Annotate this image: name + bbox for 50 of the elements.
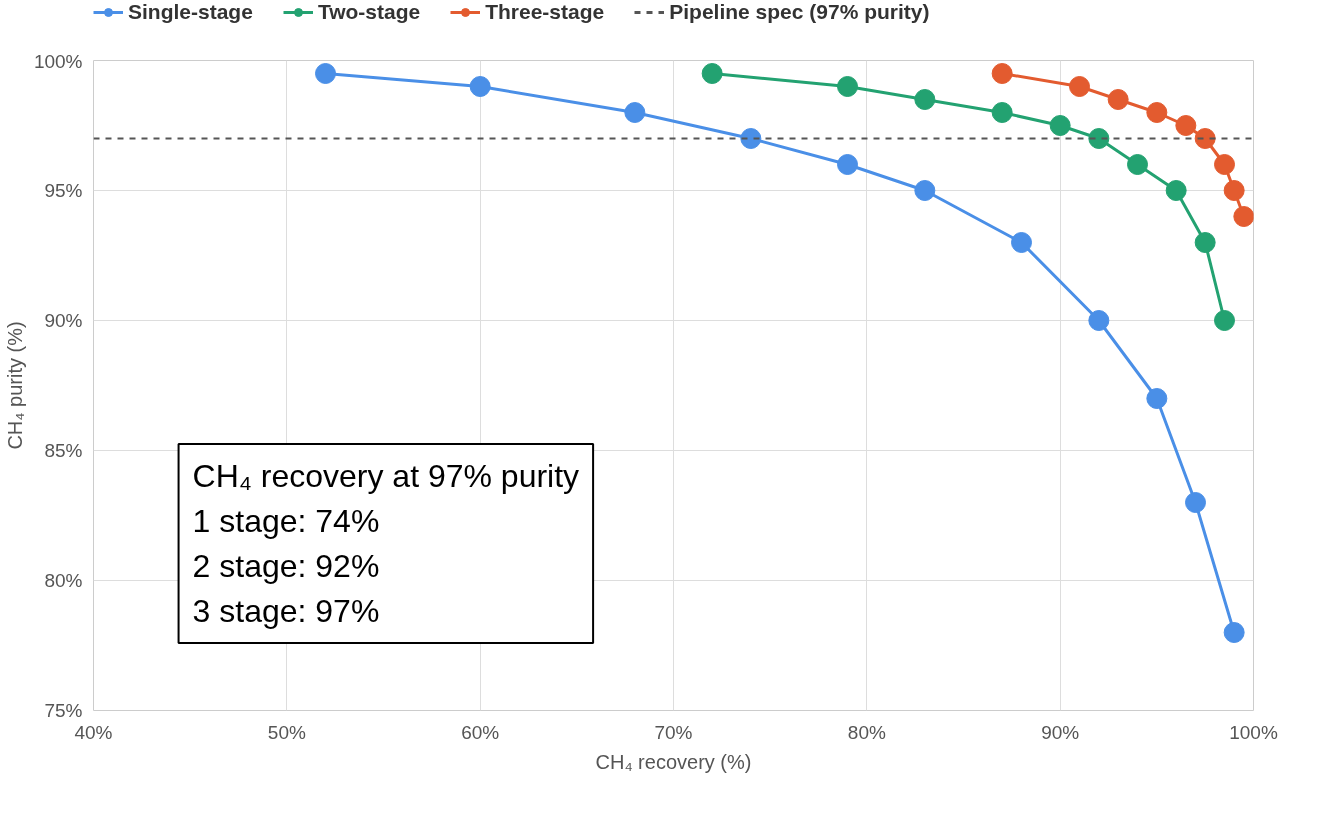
x-tick-label: 80%: [847, 721, 886, 743]
y-tick-label: 80%: [44, 570, 83, 591]
point: [1194, 232, 1216, 253]
point: [837, 76, 858, 97]
point: [1011, 232, 1032, 253]
x-tick-label: 90%: [1041, 721, 1080, 743]
y-tick-label: 100%: [33, 50, 83, 72]
point: [1127, 154, 1148, 175]
legend-label: Pipeline spec (97% purity): [669, 0, 930, 24]
point: [1088, 310, 1110, 331]
x-tick-label: 100%: [1229, 721, 1278, 743]
point: [1223, 622, 1245, 643]
x-tick-label: 40%: [74, 721, 113, 743]
legend-label: Two-stage: [317, 0, 421, 24]
y-axis-title: CH₄ purity (%): [3, 321, 26, 450]
point: [837, 154, 858, 175]
point: [1185, 492, 1206, 513]
y-tick-label: 90%: [44, 310, 83, 331]
point: [914, 89, 936, 110]
annotation: 3 stage: 97%: [192, 592, 380, 629]
point: [1214, 154, 1235, 175]
point: [624, 102, 646, 123]
point: [1049, 115, 1071, 136]
y-tick-label: 85%: [44, 440, 83, 461]
annotation: 1 stage: 74%: [192, 502, 380, 539]
point: [1175, 115, 1197, 136]
point: [1165, 180, 1187, 201]
point: [315, 63, 336, 84]
annotation: CH₄ recovery at 97% purity: [192, 457, 580, 494]
point: [469, 76, 491, 97]
x-tick-label: 70%: [654, 721, 693, 743]
x-axis-title: CH₄ recovery (%): [595, 750, 752, 773]
point: [1233, 206, 1254, 227]
point: [991, 63, 1013, 84]
y-tick-label: 95%: [44, 180, 83, 201]
legend-label: Three-stage: [485, 0, 605, 24]
point: [1146, 102, 1168, 123]
legend-label: Single-stage: [128, 0, 253, 24]
annotation: 2 stage: 92%: [192, 547, 380, 584]
point: [1223, 180, 1245, 201]
point: [701, 63, 723, 84]
point: [1146, 388, 1168, 409]
x-tick-label: 60%: [461, 721, 500, 743]
point: [991, 102, 1013, 123]
x-tick-label: 50%: [267, 721, 306, 743]
y-tick-label: 75%: [44, 700, 83, 721]
point: [1214, 310, 1235, 331]
point: [914, 180, 936, 201]
point: [1107, 89, 1129, 110]
point: [1069, 76, 1090, 97]
